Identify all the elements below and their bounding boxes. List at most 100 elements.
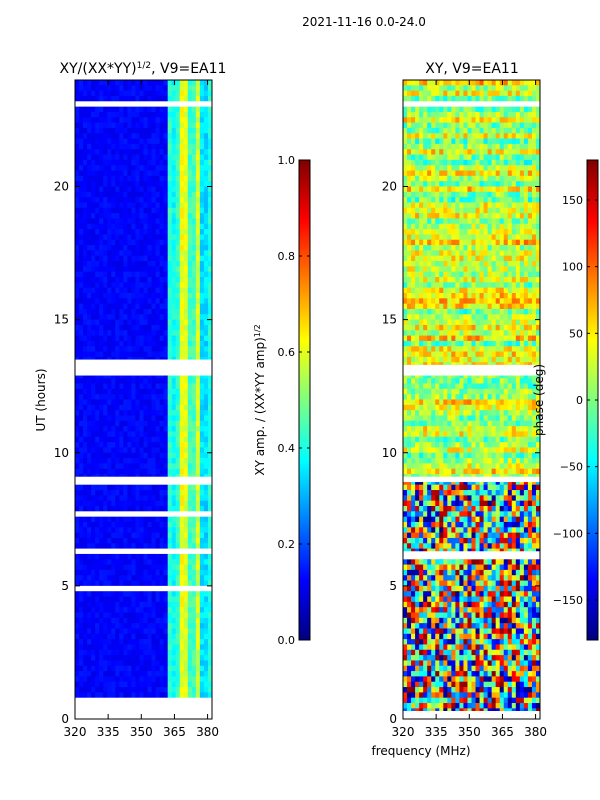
heatmap-cell xyxy=(183,223,189,230)
heatmap-cell xyxy=(75,191,80,198)
heatmap-cell xyxy=(139,239,144,246)
heatmap-cell xyxy=(207,95,213,102)
heatmap-cell xyxy=(115,607,120,613)
heatmap-cell xyxy=(103,85,108,92)
heatmap-cell xyxy=(143,106,148,113)
heatmap-cell xyxy=(91,324,96,331)
heatmap-cell xyxy=(163,266,169,273)
heatmap-cell xyxy=(191,298,197,305)
heatmap-cell xyxy=(143,575,148,581)
heatmap-cell xyxy=(135,569,140,576)
heatmap-cell xyxy=(91,516,96,523)
heatmap-cell xyxy=(439,85,444,92)
heatmap-cell xyxy=(79,250,84,257)
heatmap-cell xyxy=(463,181,468,187)
heatmap-cell xyxy=(207,633,213,640)
heatmap-cell xyxy=(75,399,80,406)
heatmap-cell xyxy=(99,346,104,352)
heatmap-cell xyxy=(159,394,165,400)
heatmap-cell xyxy=(143,442,148,448)
heatmap-cell xyxy=(443,197,448,203)
heatmap-cell xyxy=(171,447,177,454)
heatmap-cell xyxy=(99,617,104,624)
heatmap-cell xyxy=(111,655,116,661)
heatmap-cell xyxy=(79,261,84,267)
heatmap-cell xyxy=(151,660,156,667)
heatmap-cell xyxy=(167,543,173,550)
heatmap-cell xyxy=(83,378,88,384)
heatmap-cell xyxy=(195,197,201,203)
heatmap-cell xyxy=(407,111,412,118)
heatmap-cell xyxy=(147,138,152,145)
heatmap-cell xyxy=(135,458,140,464)
heatmap-cell xyxy=(507,138,513,145)
heatmap-cell xyxy=(203,95,209,102)
heatmap-cell xyxy=(175,452,181,459)
heatmap-cell xyxy=(151,229,156,235)
heatmap-cell xyxy=(407,127,412,134)
heatmap-cell xyxy=(167,266,173,273)
heatmap-cell xyxy=(447,106,452,113)
heatmap-cell xyxy=(155,458,161,464)
heatmap-cell xyxy=(155,229,161,235)
heatmap-cell xyxy=(203,410,209,416)
heatmap-cell xyxy=(191,623,197,629)
heatmap-cell xyxy=(155,245,161,251)
heatmap-cell xyxy=(199,452,205,459)
heatmap-cell xyxy=(75,468,80,475)
heatmap-cell xyxy=(151,372,156,379)
heatmap-cell xyxy=(147,133,152,139)
heatmap-cell xyxy=(79,308,84,315)
heatmap-cell xyxy=(119,319,124,326)
heatmap-cell xyxy=(83,431,88,438)
heatmap-cell xyxy=(99,181,104,187)
heatmap-cell xyxy=(451,80,456,86)
heatmap-cell xyxy=(87,95,92,102)
heatmap-cell xyxy=(487,197,493,203)
heatmap-cell xyxy=(107,154,112,161)
heatmap-cell xyxy=(523,165,529,171)
heatmap-cell xyxy=(171,468,177,475)
heatmap-cell xyxy=(139,506,144,512)
heatmap-cell xyxy=(455,117,460,124)
heatmap-cell xyxy=(83,95,88,102)
heatmap-cell xyxy=(115,303,120,310)
heatmap-cell xyxy=(183,159,189,166)
heatmap-cell xyxy=(187,95,193,102)
heatmap-cell xyxy=(75,655,80,661)
heatmap-cell xyxy=(91,617,96,624)
heatmap-cell xyxy=(115,681,120,688)
heatmap-cell xyxy=(423,80,428,86)
heatmap-cell xyxy=(143,665,148,672)
heatmap-cell xyxy=(139,133,144,139)
heatmap-cell xyxy=(147,463,152,470)
heatmap-cell xyxy=(107,266,112,273)
heatmap-cell xyxy=(179,143,185,150)
heatmap-cell xyxy=(207,340,213,347)
heatmap-cell xyxy=(91,681,96,688)
heatmap-cell xyxy=(143,596,148,603)
heatmap-cell xyxy=(143,458,148,464)
heatmap-cell xyxy=(147,383,152,390)
heatmap-cell xyxy=(139,521,144,528)
heatmap-cell xyxy=(191,314,197,321)
heatmap-cell xyxy=(131,372,136,379)
heatmap-cell xyxy=(463,191,468,198)
heatmap-cell xyxy=(135,229,140,235)
heatmap-cell xyxy=(151,484,156,491)
heatmap-cell xyxy=(83,266,88,273)
heatmap-cell xyxy=(151,436,156,443)
heatmap-cell xyxy=(163,468,169,475)
heatmap-cell xyxy=(187,85,193,92)
heatmap-cell xyxy=(99,255,104,262)
heatmap-cell xyxy=(115,516,120,523)
heatmap-cell xyxy=(163,149,169,155)
heatmap-cell xyxy=(495,111,501,118)
heatmap-cell xyxy=(187,399,193,406)
heatmap-cell xyxy=(147,319,152,326)
heatmap-cell xyxy=(403,111,408,118)
heatmap-cell xyxy=(107,149,112,155)
heatmap-cell xyxy=(135,500,140,507)
heatmap-cell xyxy=(163,394,169,400)
heatmap-cell xyxy=(147,213,152,219)
